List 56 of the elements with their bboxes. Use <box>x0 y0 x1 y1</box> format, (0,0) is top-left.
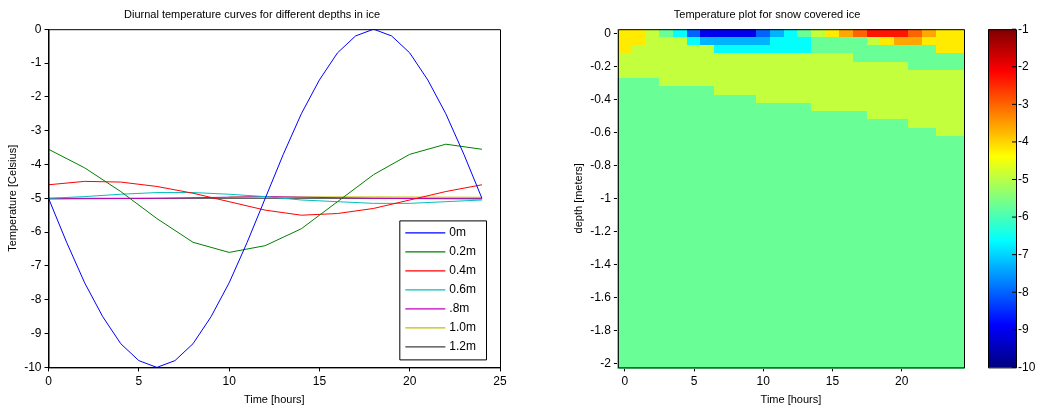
legend-label: 0.4m <box>449 263 477 278</box>
y-tick-label: -1.6 <box>590 289 612 304</box>
color-bar-label: -2 <box>1018 59 1029 74</box>
legend-label: 0.6m <box>449 282 477 297</box>
x-tick-label: 5 <box>690 373 698 388</box>
y-tick-label: 0 <box>604 25 612 40</box>
chart-title: Temperature plot for snow covered ice <box>673 7 861 20</box>
y-tick-label: -8 <box>30 292 42 307</box>
x-tick-label: 10 <box>222 373 237 388</box>
color-bar-label: -3 <box>1018 96 1029 111</box>
y-tick-label: -0.6 <box>590 124 612 139</box>
legend-label: 0.2m <box>449 244 477 259</box>
color-bar-label: -7 <box>1018 246 1029 261</box>
y-tick-label: -4 <box>30 156 42 171</box>
y-tick-label: 0 <box>34 21 42 36</box>
y-tick-label: -0.8 <box>590 157 612 172</box>
color-bar-label: -1 <box>1018 21 1029 36</box>
x-axis-title: Time [hours] <box>760 393 822 406</box>
y-axis-title: depth [meters] <box>571 163 584 234</box>
legend-label: 1.2m <box>449 339 477 354</box>
x-tick-label: 25 <box>493 373 507 388</box>
x-tick-label: 15 <box>312 373 327 388</box>
x-tick-label: 5 <box>135 373 143 388</box>
y-tick-label: -1.2 <box>590 223 612 238</box>
color-bar-label: -8 <box>1018 284 1029 299</box>
x-axis-title: Time [hours] <box>243 393 305 406</box>
color-bar-label: -6 <box>1018 209 1029 224</box>
y-tick-label: -2 <box>30 89 42 104</box>
color-bar-label: -4 <box>1018 134 1029 149</box>
y-tick-label: -0.2 <box>590 58 612 73</box>
y-tick-label: -1 <box>30 55 42 70</box>
x-tick-label: 20 <box>895 373 909 388</box>
x-tick-label: 0 <box>621 373 629 388</box>
x-tick-label: 15 <box>825 373 840 388</box>
chart-title: Diurnal temperature curves for different depths in ice <box>124 7 380 20</box>
color-bar-label: -10 <box>1018 359 1036 374</box>
x-tick-label: 20 <box>403 373 417 388</box>
y-tick-label: -1.8 <box>590 322 612 337</box>
y-tick-label: -0.4 <box>590 91 612 106</box>
y-tick-label: -10 <box>24 359 42 374</box>
y-tick-label: -9 <box>30 325 42 340</box>
x-tick-label: 0 <box>45 373 53 388</box>
x-tick-label: 10 <box>756 373 771 388</box>
legend-label: .8m <box>449 301 470 316</box>
y-tick-label: -6 <box>30 224 42 239</box>
color-bar-label: -9 <box>1018 322 1029 337</box>
y-tick-label: -1 <box>600 190 612 205</box>
legend-label: 0m <box>449 225 466 240</box>
y-tick-label: -2 <box>600 355 612 370</box>
y-tick-label: -5 <box>30 190 42 205</box>
y-tick-label: -7 <box>30 258 42 273</box>
color-bar-label: -5 <box>1018 171 1029 186</box>
legend-label: 1.0m <box>449 320 477 335</box>
y-tick-label: -3 <box>30 122 42 137</box>
y-tick-label: -1.4 <box>590 256 612 271</box>
y-axis-title: Temperature [Celsius] <box>5 144 18 252</box>
